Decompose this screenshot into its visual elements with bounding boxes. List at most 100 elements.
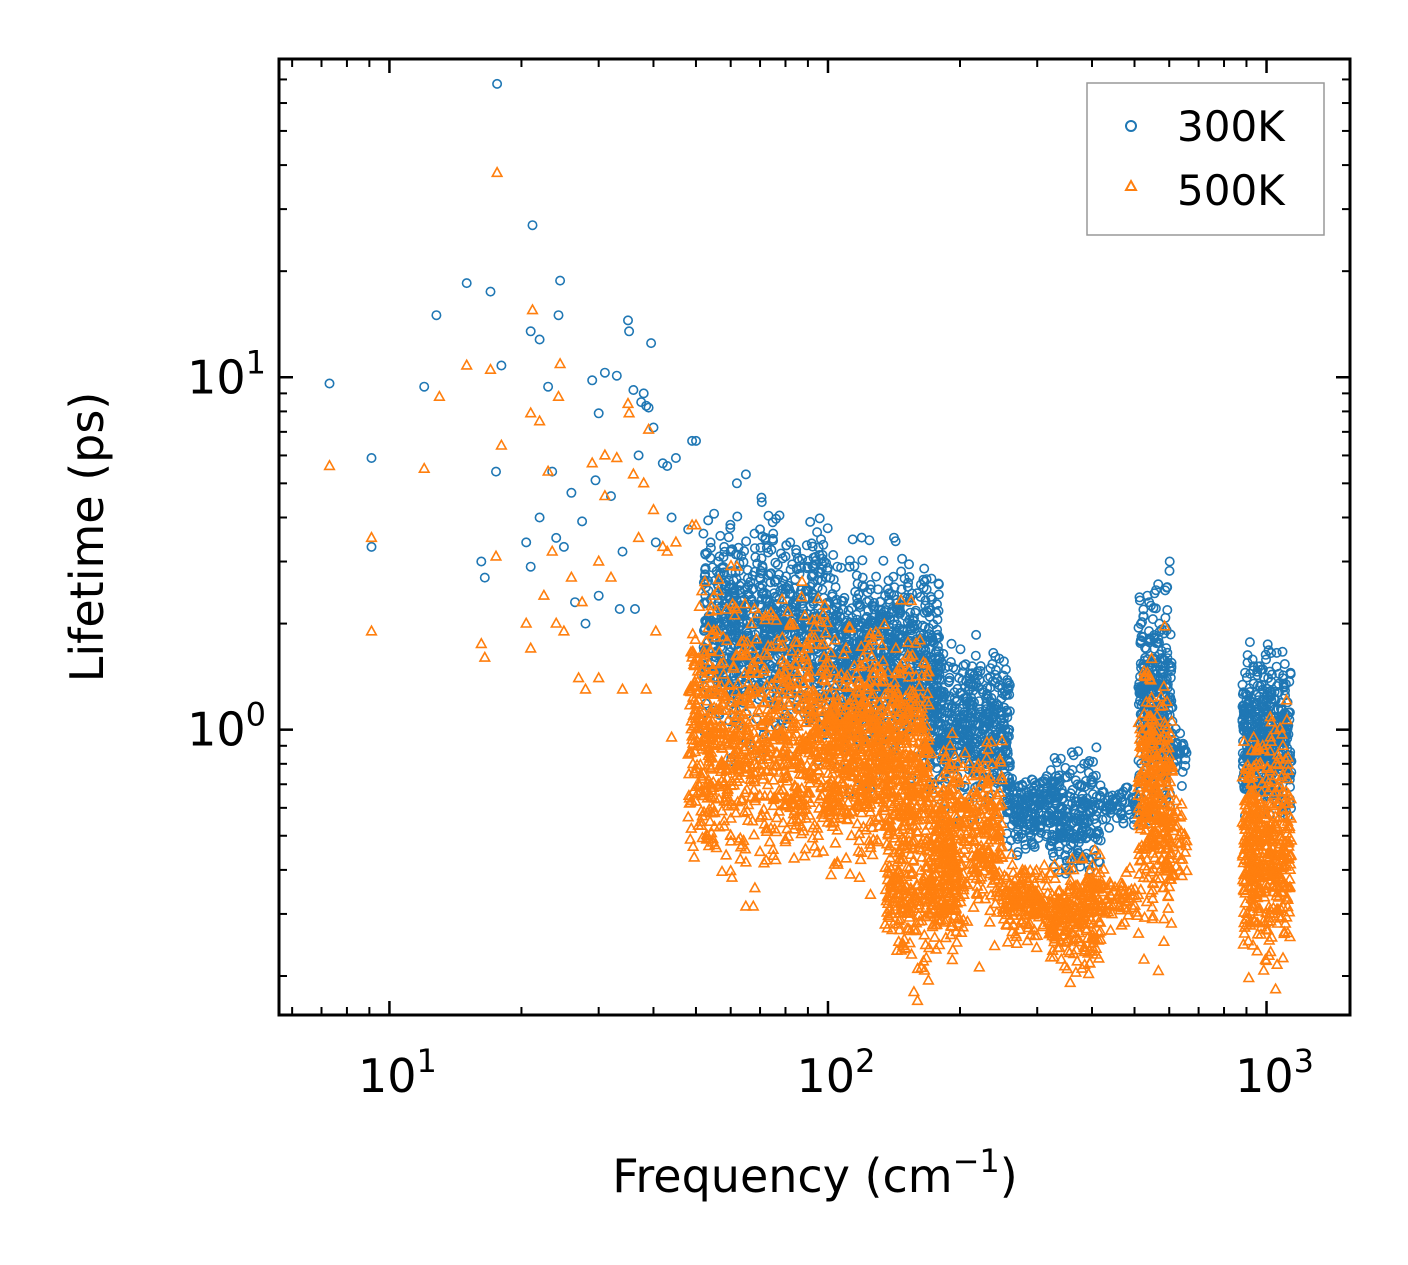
point-500k	[750, 732, 763, 744]
point-500k	[706, 835, 719, 847]
point-500k	[770, 746, 784, 758]
point-500k	[760, 713, 773, 725]
point-300k	[485, 286, 496, 297]
point-300k	[703, 515, 714, 526]
point-300k	[932, 663, 943, 674]
point-500k	[813, 792, 826, 804]
point-300k	[886, 588, 897, 599]
point-300k	[807, 541, 818, 552]
point-300k	[628, 384, 639, 395]
point-500k	[787, 798, 800, 810]
point-500k	[782, 695, 795, 707]
point-300k	[760, 595, 771, 606]
point-300k	[904, 571, 915, 582]
point-500k	[755, 718, 769, 731]
point-300k	[670, 452, 681, 463]
point-300k	[1261, 697, 1272, 708]
point-300k	[832, 561, 843, 572]
point-500k	[772, 789, 785, 801]
point-500k	[716, 721, 730, 733]
point-500k	[770, 825, 783, 837]
point-300k	[725, 546, 736, 557]
point-500k	[738, 733, 751, 745]
point-300k	[962, 735, 973, 746]
point-500k	[748, 881, 762, 893]
point-500k	[780, 790, 793, 802]
point-500k	[724, 811, 738, 823]
point-300k	[1242, 650, 1253, 661]
point-300k	[926, 573, 937, 584]
point-300k	[617, 546, 628, 557]
point-500k	[697, 716, 711, 728]
point-500k	[815, 638, 828, 650]
point-300k	[690, 435, 701, 446]
point-300k	[725, 519, 736, 530]
point-300k	[1111, 812, 1122, 823]
point-300k	[946, 746, 957, 757]
point-500k	[799, 742, 812, 754]
point-500k	[750, 632, 763, 644]
point-500k	[692, 818, 705, 830]
point-500k	[704, 778, 717, 790]
point-300k	[769, 621, 780, 632]
point-500k	[741, 804, 754, 816]
point-300k	[700, 548, 711, 559]
point-300k	[903, 577, 914, 588]
point-500k	[909, 636, 923, 648]
point-500k	[739, 713, 753, 725]
point-500k	[755, 686, 769, 698]
point-300k	[1249, 730, 1260, 741]
point-500k	[707, 804, 720, 817]
point-300k	[1048, 813, 1059, 824]
point-500k	[807, 714, 820, 726]
point-500k	[788, 753, 801, 765]
point-300k	[956, 727, 967, 738]
point-300k	[990, 664, 1001, 675]
point-500k	[719, 848, 733, 860]
point-500k	[776, 782, 789, 794]
point-500k	[798, 849, 811, 861]
point-500k	[691, 692, 705, 705]
point-300k	[977, 684, 988, 695]
point-300k	[749, 566, 760, 577]
point-500k	[781, 708, 794, 720]
point-500k	[819, 668, 833, 680]
point-300k	[1277, 673, 1288, 684]
point-300k	[461, 278, 472, 289]
point-300k	[944, 675, 955, 686]
point-300k	[970, 650, 981, 661]
point-300k	[490, 466, 501, 477]
point-300k	[1246, 715, 1257, 726]
point-500k	[872, 628, 885, 640]
point-300k	[1035, 796, 1046, 807]
point-300k	[543, 381, 554, 392]
point-300k	[943, 661, 954, 672]
point-500k	[729, 806, 743, 818]
point-500k	[875, 638, 889, 650]
point-500k	[745, 617, 758, 629]
point-300k	[1180, 754, 1191, 765]
point-500k	[734, 693, 747, 705]
point-300k	[687, 435, 698, 446]
point-500k	[737, 742, 751, 755]
point-500k	[808, 759, 821, 771]
point-500k	[745, 641, 759, 653]
point-300k	[553, 310, 564, 321]
point-500k	[852, 844, 865, 856]
point-300k	[525, 326, 536, 337]
point-300k	[1134, 688, 1145, 699]
point-500k	[837, 647, 850, 659]
point-300k	[944, 672, 955, 683]
point-300k	[743, 599, 754, 610]
point-500k	[719, 790, 733, 802]
point-300k	[599, 367, 610, 378]
point-500k	[717, 656, 730, 668]
point-500k	[850, 666, 863, 679]
point-300k	[934, 669, 945, 680]
point-300k	[819, 556, 830, 567]
point-500k	[682, 788, 696, 801]
point-300k	[1119, 797, 1130, 808]
point-300k	[1237, 689, 1248, 700]
point-500k	[785, 815, 798, 827]
